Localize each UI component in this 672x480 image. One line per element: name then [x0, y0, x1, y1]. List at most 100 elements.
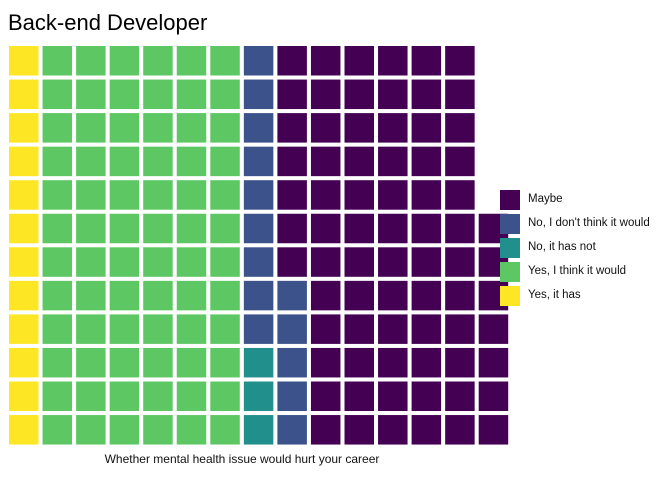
waffle-cell-yes-i-think-it-would	[210, 381, 240, 411]
waffle-cell-yes-i-think-it-would	[42, 415, 73, 445]
waffle-cell-yes-i-think-it-would	[143, 146, 173, 177]
waffle-cell-yes-i-think-it-would	[176, 347, 207, 378]
waffle-cell-maybe	[445, 314, 475, 344]
waffle-cell-yes-i-think-it-would	[76, 46, 106, 76]
waffle-cell-yes-i-think-it-would	[143, 314, 173, 344]
waffle-cell-yes-i-think-it-would	[76, 314, 106, 344]
waffle-cell-yes-it-has	[9, 415, 39, 445]
waffle-cell-yes-it-has	[9, 213, 39, 244]
waffle-cell-maybe	[310, 381, 341, 411]
waffle-cell-yes-i-think-it-would	[76, 213, 106, 244]
waffle-cell-no-it-has-not	[243, 347, 274, 378]
waffle-cell-yes-i-think-it-would	[210, 46, 240, 76]
waffle-cell-yes-i-think-it-would	[176, 146, 207, 177]
waffle-cell-yes-i-think-it-would	[210, 247, 240, 277]
waffle-cell-no-i-don-t-think-it-would	[243, 113, 274, 143]
waffle-cell-maybe	[310, 46, 341, 76]
waffle-cell-maybe	[344, 247, 374, 277]
waffle-cell-no-i-don-t-think-it-would	[243, 280, 274, 311]
waffle-cell-maybe	[445, 113, 475, 143]
waffle-cell-yes-i-think-it-would	[109, 46, 140, 76]
waffle-cell-maybe	[378, 280, 408, 311]
waffle-cell-no-it-has-not	[243, 415, 274, 445]
waffle-cell-yes-i-think-it-would	[210, 113, 240, 143]
waffle-cell-yes-i-think-it-would	[42, 314, 73, 344]
waffle-cell-maybe	[310, 415, 341, 445]
waffle-cell-yes-i-think-it-would	[109, 113, 140, 143]
waffle-cell-maybe	[310, 314, 341, 344]
waffle-cell-yes-i-think-it-would	[109, 280, 140, 311]
waffle-cell-yes-it-has	[9, 381, 39, 411]
waffle-cell-maybe	[310, 247, 341, 277]
waffle-cell-yes-i-think-it-would	[42, 347, 73, 378]
waffle-cell-no-i-don-t-think-it-would	[243, 146, 274, 177]
waffle-cell-yes-i-think-it-would	[210, 314, 240, 344]
waffle-cell-maybe	[445, 347, 475, 378]
waffle-cell-maybe	[277, 113, 307, 143]
waffle-cell-no-i-don-t-think-it-would	[277, 381, 307, 411]
waffle-cell-yes-i-think-it-would	[176, 247, 207, 277]
waffle-cell-maybe	[378, 146, 408, 177]
waffle-cell-yes-it-has	[9, 247, 39, 277]
waffle-cell-yes-i-think-it-would	[76, 146, 106, 177]
waffle-cell-yes-i-think-it-would	[143, 180, 173, 210]
x-axis-label: Whether mental health issue would hurt y…	[104, 452, 380, 466]
waffle-cell-maybe	[344, 314, 374, 344]
waffle-cell-yes-i-think-it-would	[109, 314, 140, 344]
waffle-cell-maybe	[445, 180, 475, 210]
waffle-cell-yes-i-think-it-would	[76, 280, 106, 311]
waffle-cell-maybe	[478, 347, 509, 378]
legend-item-yes-it-has: Yes, it has	[500, 286, 670, 306]
waffle-cell-yes-i-think-it-would	[210, 180, 240, 210]
waffle-cell-maybe	[378, 46, 408, 76]
legend-label-yes-it-has: Yes, it has	[528, 289, 581, 301]
waffle-cell-maybe	[411, 314, 442, 344]
waffle-cell-maybe	[411, 79, 442, 110]
waffle-cell-yes-i-think-it-would	[76, 79, 106, 110]
waffle-cell-no-i-don-t-think-it-would	[243, 247, 274, 277]
waffle-cell-no-i-don-t-think-it-would	[243, 46, 274, 76]
waffle-cell-yes-i-think-it-would	[176, 113, 207, 143]
waffle-cell-maybe	[378, 415, 408, 445]
waffle-cell-no-i-don-t-think-it-would	[243, 213, 274, 244]
waffle-cell-maybe	[378, 247, 408, 277]
waffle-cell-no-i-don-t-think-it-would	[243, 79, 274, 110]
waffle-cell-yes-i-think-it-would	[210, 79, 240, 110]
legend-label-no-i-don-t-think-it-would: No, I don't think it would	[528, 217, 650, 229]
waffle-cell-yes-it-has	[9, 113, 39, 143]
waffle-cell-yes-i-think-it-would	[143, 415, 173, 445]
waffle-cell-yes-i-think-it-would	[109, 381, 140, 411]
waffle-cell-maybe	[445, 79, 475, 110]
waffle-cell-no-i-don-t-think-it-would	[277, 280, 307, 311]
waffle-cell-yes-i-think-it-would	[42, 213, 73, 244]
waffle-cell-maybe	[478, 415, 509, 445]
legend-key-maybe	[500, 190, 520, 210]
waffle-cell-maybe	[411, 247, 442, 277]
waffle-cell-yes-i-think-it-would	[176, 314, 207, 344]
waffle-cell-yes-i-think-it-would	[76, 247, 106, 277]
waffle-cell-yes-i-think-it-would	[42, 381, 73, 411]
waffle-cell-maybe	[445, 213, 475, 244]
waffle-cell-no-i-don-t-think-it-would	[243, 180, 274, 210]
waffle-cell-maybe	[378, 314, 408, 344]
waffle-cell-yes-i-think-it-would	[210, 415, 240, 445]
waffle-cell-yes-i-think-it-would	[143, 247, 173, 277]
waffle-cell-yes-i-think-it-would	[143, 79, 173, 110]
waffle-cell-yes-i-think-it-would	[109, 213, 140, 244]
waffle-cell-maybe	[378, 347, 408, 378]
waffle-cell-maybe	[344, 180, 374, 210]
waffle-cell-maybe	[344, 280, 374, 311]
waffle-cell-maybe	[378, 79, 408, 110]
waffle-cell-yes-i-think-it-would	[42, 180, 73, 210]
waffle-cell-maybe	[378, 213, 408, 244]
waffle-cell-yes-i-think-it-would	[42, 280, 73, 311]
waffle-cell-yes-i-think-it-would	[76, 180, 106, 210]
waffle-cell-maybe	[478, 381, 509, 411]
waffle-cell-yes-i-think-it-would	[143, 381, 173, 411]
waffle-cell-maybe	[310, 79, 341, 110]
waffle-cell-maybe	[310, 347, 341, 378]
legend-key-yes-it-has	[500, 286, 520, 306]
waffle-cell-maybe	[445, 146, 475, 177]
waffle-cell-maybe	[445, 381, 475, 411]
waffle-cell-maybe	[310, 146, 341, 177]
